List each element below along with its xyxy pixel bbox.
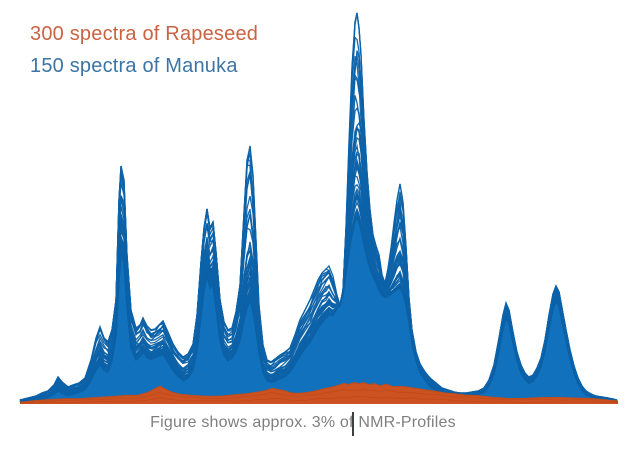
legend-manuka: 150 spectra of Manuka bbox=[30, 55, 238, 77]
legend: 300 spectra of Rapeseed 150 spectra of M… bbox=[30, 18, 258, 82]
figure-caption: Figure shows approx. 3% of NMR-Profiles bbox=[150, 414, 456, 431]
legend-rapeseed: 300 spectra of Rapeseed bbox=[30, 23, 259, 45]
text-caret bbox=[352, 412, 354, 436]
